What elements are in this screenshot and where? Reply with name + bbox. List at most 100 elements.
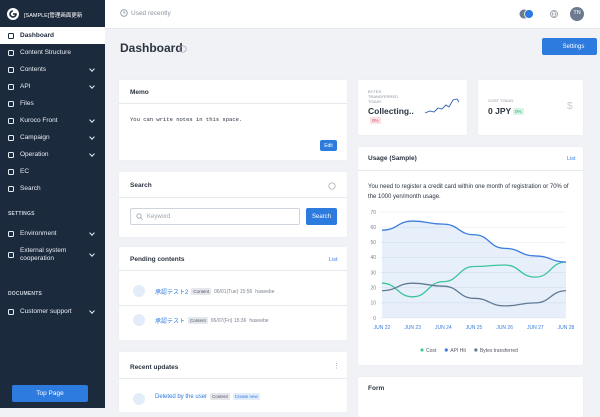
divider — [119, 103, 347, 104]
chevron — [89, 116, 95, 123]
menu-icon — [8, 49, 14, 56]
sidebar: [SAMPLE]管理画面更新 Dashboard Content Structur… — [0, 0, 105, 408]
menu-icon — [8, 151, 14, 158]
menu-label: Contents — [20, 65, 47, 73]
bytes-value: Collecting.. — [368, 106, 414, 116]
item-title: 承認テスト — [155, 319, 186, 325]
divider — [119, 270, 347, 271]
menu-item[interactable]: EC — [0, 163, 105, 180]
chevron — [89, 229, 95, 236]
section-heading: DOCUMENTS — [8, 291, 43, 297]
tag: Content — [188, 317, 208, 324]
menu-icon — [8, 66, 14, 73]
user-avatar[interactable]: TN — [573, 10, 581, 16]
menu-label: API — [20, 82, 31, 90]
menu-item[interactable]: Search — [0, 180, 105, 197]
menu-icon — [8, 185, 14, 192]
used-recently[interactable]: Used recently — [131, 10, 171, 17]
y-tick-label: 40 — [370, 255, 376, 261]
menu-item[interactable]: External system cooperation — [0, 244, 105, 265]
menu-item[interactable]: Environment — [0, 225, 105, 242]
legend-label: API Hit — [450, 348, 466, 354]
menu-icon — [8, 83, 14, 90]
y-tick-label: 30 — [370, 270, 376, 276]
menu-label: Dashboard — [20, 31, 54, 39]
item-icon — [133, 314, 145, 326]
chevron — [89, 133, 95, 140]
menu-item[interactable]: Contents — [0, 61, 105, 78]
x-tick-label: JUN 26 — [496, 325, 513, 331]
tag: Create new — [232, 393, 260, 400]
y-tick-label: 50 — [370, 240, 376, 246]
menu-label: External system cooperation — [20, 246, 67, 262]
help-icon — [328, 182, 336, 190]
menu-item[interactable]: Files — [0, 95, 105, 112]
usage-card — [358, 147, 583, 365]
recent-item-title: Deleted by the user — [155, 393, 208, 400]
menu-item[interactable]: Campaign — [0, 129, 105, 146]
form-title: Form — [368, 385, 385, 392]
menu-icon — [8, 134, 14, 141]
page-title: Dashboard — [120, 41, 183, 55]
edit-button[interactable]: Edit — [320, 140, 337, 151]
keyword-input[interactable] — [130, 208, 300, 225]
menu-item[interactable]: Operation — [0, 146, 105, 163]
y-tick-label: 0 — [373, 316, 376, 322]
recent-title: Recent updates — [130, 364, 179, 371]
keyword-placeholder: Keyword — [147, 214, 171, 220]
x-tick-label: JUN 23 — [404, 325, 421, 331]
usage-chart: 0 10 20 30 40 50 60 70 JUN 22 JUN 23 JUN 24 JUN 25 J… — [370, 210, 574, 354]
cost-card — [478, 80, 583, 135]
chevron — [89, 150, 95, 157]
legend-label: Cost — [426, 348, 437, 354]
menu-icon — [8, 117, 14, 124]
pending-item[interactable]: 承認テスト2 Content 06/01(Tue) 15:56 haseebe — [155, 287, 274, 296]
chevron — [89, 82, 95, 89]
menu-icon — [8, 32, 14, 39]
recent-item[interactable]: Deleted by the user Content Create new — [155, 393, 260, 400]
topbar — [105, 0, 600, 29]
search-icon — [136, 213, 143, 220]
item-user: haseebe — [249, 317, 269, 324]
menu-item[interactable]: Content Structure — [0, 44, 105, 61]
pending-card — [119, 247, 347, 340]
menu-icon — [8, 100, 14, 107]
usage-notice: You need to register a credit card withi… — [368, 184, 569, 200]
cost-value: 0 JPY — [488, 106, 512, 116]
more-icon[interactable]: ⋮ — [333, 363, 340, 370]
legend-label: Bytes transferred — [480, 348, 518, 354]
sparkline — [424, 98, 460, 114]
brand: [SAMPLE]管理画面更新 — [24, 13, 83, 19]
item-icon — [133, 285, 145, 297]
search-button[interactable]: Search — [306, 208, 337, 225]
memo-card — [119, 80, 347, 160]
menu-icon — [8, 251, 14, 258]
x-tick-label: JUN 24 — [435, 325, 452, 331]
tag: Content — [191, 288, 212, 295]
menu-label: Operation — [20, 150, 49, 158]
series-line — [381, 282, 567, 307]
menu-label: Environment — [20, 229, 57, 237]
settings-button[interactable]: Settings — [542, 38, 597, 55]
top-page-button[interactable]: Top Page — [12, 385, 88, 402]
menu-item[interactable]: Customer support — [0, 303, 105, 320]
tag: Content — [210, 393, 230, 400]
dollar-icon: $ — [567, 101, 573, 112]
cost-label: COST TODAY — [488, 98, 514, 103]
series-line — [381, 261, 567, 298]
y-tick-label: 60 — [370, 225, 376, 231]
pending-item[interactable]: 承認テスト Content 06/07(Fri) 15:36 haseebe — [155, 316, 269, 325]
legend-swatch — [444, 348, 448, 352]
search-title: Search — [130, 182, 152, 189]
menu-item[interactable]: Dashboard — [0, 27, 105, 44]
menu-item[interactable]: API — [0, 78, 105, 95]
search-card — [119, 172, 347, 237]
pending-list-link[interactable]: List — [329, 257, 338, 263]
menu-label: EC — [20, 167, 30, 175]
menu-item[interactable]: Kuroco Front — [0, 112, 105, 129]
menu-icon — [8, 230, 14, 237]
y-tick-label: 70 — [370, 210, 376, 216]
usage-list-link[interactable]: List — [567, 156, 576, 162]
recent-card — [119, 352, 347, 412]
